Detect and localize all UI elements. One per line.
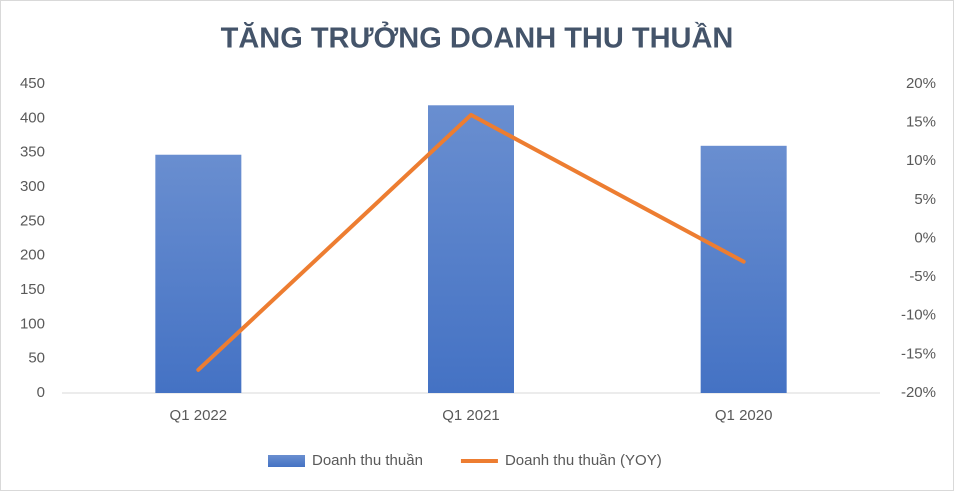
- y-tick-label: 300: [20, 178, 45, 195]
- chart-title: TĂNG TRƯỞNG DOANH THU THUẦN: [221, 21, 734, 55]
- bar: [700, 145, 787, 393]
- y2-tick-label: 5%: [914, 191, 936, 208]
- y-tick-label: 350: [20, 144, 45, 161]
- y-tick-label: 200: [20, 247, 45, 264]
- bar: [428, 105, 514, 393]
- y-tick-label: 400: [20, 109, 45, 126]
- y2-tick-label: -10%: [901, 307, 936, 324]
- y-tick-label: 100: [20, 315, 45, 332]
- bar: [155, 154, 242, 393]
- y-tick-label: 250: [20, 212, 45, 229]
- legend-label: Doanh thu thuần (YOY): [505, 452, 662, 469]
- x-tick-label: Q1 2020: [715, 407, 773, 424]
- y-tick-label: 450: [20, 75, 45, 92]
- y2-tick-label: 10%: [906, 152, 936, 169]
- x-tick-label: Q1 2021: [442, 407, 500, 424]
- y2-tick-label: 15%: [906, 114, 936, 131]
- y2-tick-label: 0%: [914, 229, 936, 246]
- y-tick-label: 50: [28, 350, 45, 367]
- y-tick-label: 150: [20, 281, 45, 298]
- legend-label: Doanh thu thuần: [312, 452, 423, 469]
- line: [196, 112, 746, 372]
- x-tick-label: Q1 2022: [170, 407, 228, 424]
- legend-swatch: [268, 455, 305, 467]
- y2-tick-label: -15%: [901, 345, 936, 362]
- y-tick-label: 0: [37, 384, 45, 401]
- y2-tick-label: 20%: [906, 75, 936, 92]
- y2-tick-label: -5%: [909, 268, 936, 285]
- y2-tick-label: -20%: [901, 384, 936, 401]
